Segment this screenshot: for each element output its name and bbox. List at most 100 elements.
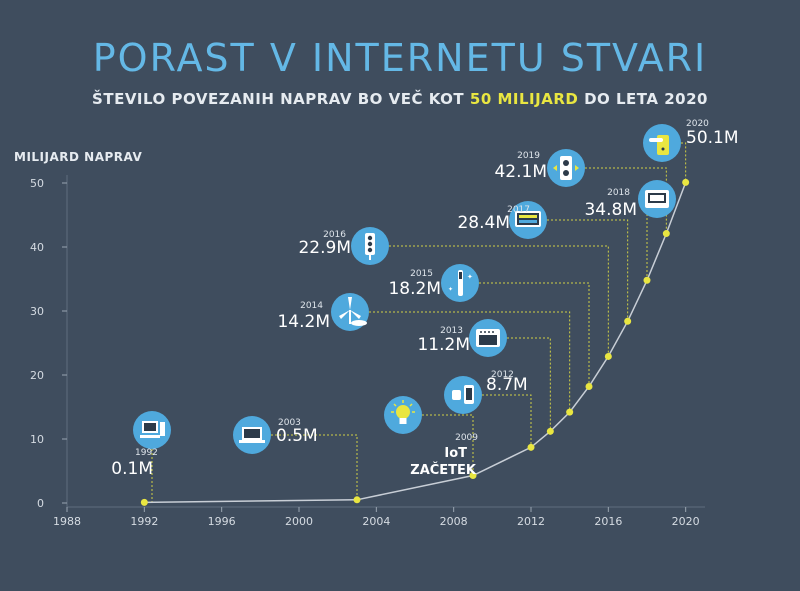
y-tick-label: 50 xyxy=(30,177,44,190)
oven-icon-knob xyxy=(484,331,486,333)
display-icon-bar xyxy=(519,215,537,218)
display-panel-icon xyxy=(509,201,547,239)
toothbrush-icon-sparkle: ✦ xyxy=(448,286,453,293)
display-icon-bar xyxy=(519,220,537,223)
annotation-value: 42.1M xyxy=(494,162,547,182)
annotation-year: 2020 xyxy=(686,119,709,129)
turbine-icon-blade xyxy=(350,310,361,319)
data-point xyxy=(469,471,477,479)
annotation-value: 18.2M xyxy=(388,279,441,299)
leader-line xyxy=(422,414,474,476)
annotation-year: 2019 xyxy=(517,151,540,161)
annotation-year: 2013 xyxy=(440,326,463,336)
oven-icon-knob xyxy=(492,331,494,333)
y-axis-label: MILIJARD NAPRAV xyxy=(14,150,143,164)
outlet-icon-arrow xyxy=(575,165,579,171)
toothbrush-icon-head xyxy=(459,272,462,279)
computer-icon-glass xyxy=(144,423,156,431)
page-subtitle: ŠTEVILO POVEZANIH NAPRAV BO VEČ KOT 50 M… xyxy=(0,90,800,108)
annotation-year: 2009 xyxy=(455,433,478,443)
outlet-icon-socket xyxy=(563,160,569,166)
annotation-year: 1992 xyxy=(135,448,158,458)
x-tick-label: 2000 xyxy=(285,515,313,528)
page-title: PORAST V INTERNETU STVARI xyxy=(92,36,708,80)
lightbulb-icon-base xyxy=(399,418,407,424)
y-tick-label: 40 xyxy=(30,241,44,254)
wind-turbine-icon xyxy=(331,293,369,331)
data-point xyxy=(662,230,670,238)
data-point xyxy=(643,276,651,284)
traffic-light-icon-lamp xyxy=(367,247,373,253)
annotation-year: 2003 xyxy=(278,418,301,428)
turbine-icon-cloud xyxy=(351,320,367,326)
leader-line xyxy=(681,142,687,183)
data-point xyxy=(353,496,361,504)
toothbrush-icon-sparkle: ✦ xyxy=(467,273,473,281)
x-tick-label: 2004 xyxy=(362,515,390,528)
y-tick-label: 0 xyxy=(37,497,44,510)
outlet-icon-plate xyxy=(560,156,572,180)
lightbulb-icon-ray xyxy=(393,403,397,407)
leader-line xyxy=(369,311,571,413)
y-tick-label: 10 xyxy=(30,433,44,446)
oven-icon-knob xyxy=(488,331,490,333)
annotation-value: 50.1M xyxy=(686,128,739,148)
power-outlet-icon xyxy=(547,149,585,187)
leader-line xyxy=(389,245,609,357)
annotation-value: 34.8M xyxy=(584,200,637,220)
door-lock-icon xyxy=(643,124,681,162)
x-tick-label: 2016 xyxy=(594,515,622,528)
toothbrush-icon: ✦✦ xyxy=(441,264,479,302)
subtitle-post: DO LETA 2020 xyxy=(584,90,708,108)
data-point xyxy=(604,352,612,360)
traffic-light-icon xyxy=(351,227,389,265)
traffic-light-icon-lamp xyxy=(367,241,373,247)
door-lock-icon-keyhole xyxy=(661,147,665,151)
traffic-light-icon-lamp xyxy=(367,235,373,241)
data-point xyxy=(585,383,593,391)
annotation-year: 2014 xyxy=(300,301,323,311)
y-tick-label: 30 xyxy=(30,305,44,318)
smartwatch-icon xyxy=(452,390,461,400)
oven-icon xyxy=(469,319,507,357)
annotation-year: 2018 xyxy=(607,188,630,198)
data-point xyxy=(527,443,535,451)
data-point xyxy=(624,317,632,325)
annotation-year: 2015 xyxy=(410,269,433,279)
series-line xyxy=(144,182,687,504)
outlet-icon-arrow xyxy=(553,165,557,171)
computer-icon-tower xyxy=(160,422,165,436)
annotation-value: ZAČETEK xyxy=(410,462,477,478)
x-tick-label: 2020 xyxy=(672,515,700,528)
y-tick-label: 20 xyxy=(30,369,44,382)
turbine-icon-blade xyxy=(348,297,352,310)
smartwatch-phone-icon xyxy=(444,376,482,414)
annotation-value: IoT xyxy=(444,446,467,461)
computer-icon-keyboard xyxy=(140,435,160,438)
phone-icon-screen xyxy=(466,388,472,400)
subtitle-pre: ŠTEVILO POVEZANIH NAPRAV BO VEČ KOT xyxy=(92,90,465,108)
laptop-icon-glass xyxy=(244,429,260,438)
x-tick-label: 2012 xyxy=(517,515,545,528)
x-tick-label: 2008 xyxy=(440,515,468,528)
data-point xyxy=(682,178,690,186)
subtitle-highlight: 50 MILIJARD xyxy=(469,90,579,108)
annotation-value: 8.7M xyxy=(486,375,528,395)
annotation-value: 0.5M xyxy=(276,426,318,446)
data-point xyxy=(546,427,554,435)
thermostat-icon-readout xyxy=(650,195,664,201)
data-point xyxy=(140,498,148,506)
annotation-year: 2012 xyxy=(491,370,514,380)
annotation-value: 11.2M xyxy=(417,335,470,355)
leader-line xyxy=(507,337,551,432)
thermostat-icon xyxy=(638,180,676,218)
door-lock-icon-handle xyxy=(649,138,663,142)
x-tick-label: 1996 xyxy=(208,515,236,528)
annotation-year: 2017 xyxy=(507,205,530,215)
outlet-icon-socket xyxy=(563,170,569,176)
annotation-year: 2016 xyxy=(323,230,346,240)
leader-line xyxy=(271,434,358,500)
x-tick-label: 1988 xyxy=(53,515,81,528)
annotation-value: 14.2M xyxy=(277,312,330,332)
